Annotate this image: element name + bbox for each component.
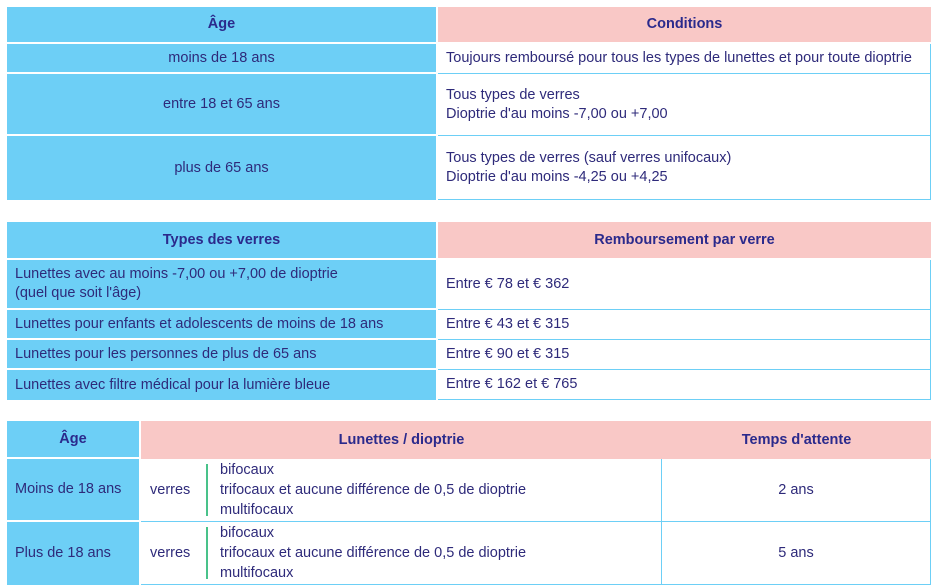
condition-line: Dioptrie d'au moins -7,00 ou +7,00 [446,105,668,122]
age-cell: moins de 18 ans [7,44,438,74]
list-bar [206,464,208,516]
amount-cell: Entre € 162 et € 765 [438,370,931,400]
amount-cell: Entre € 78 et € 362 [438,260,931,310]
condition-line: Tous types de verres (sauf verres unifoc… [446,149,732,166]
age-cell: Moins de 18 ans [7,459,141,522]
list-item: multifocaux [220,502,294,518]
lens-type-cell: Lunettes avec au moins -7,00 ou +7,00 de… [7,260,438,310]
list-item: bifocaux [220,525,275,541]
list-item: multifocaux [220,565,294,581]
list-item: trifocaux et aucune différence de 0,5 de… [220,545,527,561]
header-age: Âge [7,7,438,44]
amount-cell: Entre € 90 et € 315 [438,340,931,370]
header-types: Types des verres [7,222,438,260]
conditions-cell: Tous types de verres Dioptrie d'au moins… [438,74,931,136]
lens-type-cell: Lunettes pour enfants et adolescents de … [7,310,438,340]
conditions-cell: Toujours remboursé pour tous les types d… [438,44,931,74]
age-cell: Plus de 18 ans [7,522,141,585]
condition-line: Tous types de verres [446,86,580,103]
attente-cell: 2 ans [662,459,931,522]
lens-type-line: (quel que soit l'âge) [15,285,142,301]
verres-label: verres [150,544,191,561]
age-cell: entre 18 et 65 ans [7,74,438,136]
header-age: Âge [7,421,141,459]
reimbursement-table: Types des verres Remboursement par verre… [7,222,931,400]
lens-type-cell: Lunettes pour les personnes de plus de 6… [7,340,438,370]
lunettes-cell: verres bifocaux trifocaux et aucune diff… [141,459,662,522]
condition-line: Dioptrie d'au moins -4,25 ou +4,25 [446,168,668,185]
header-lunettes: Lunettes / dioptrie [141,421,662,459]
header-conditions: Conditions [438,7,931,44]
header-attente: Temps d'attente [662,421,931,459]
age-cell: plus de 65 ans [7,136,438,200]
verres-label: verres [150,481,191,498]
list-bar [206,527,208,579]
waiting-time-table: Âge Lunettes / dioptrie Temps d'attente … [7,421,931,585]
lens-type-line: Lunettes avec au moins -7,00 ou +7,00 de… [15,266,338,282]
list-item: trifocaux et aucune différence de 0,5 de… [220,482,527,498]
header-remboursement: Remboursement par verre [438,222,931,260]
list-item: bifocaux [220,462,275,478]
lunettes-cell: verres bifocaux trifocaux et aucune diff… [141,522,662,585]
lens-type-cell: Lunettes avec filtre médical pour la lum… [7,370,438,400]
conditions-cell: Tous types de verres (sauf verres unifoc… [438,136,931,200]
amount-cell: Entre € 43 et € 315 [438,310,931,340]
conditions-table: Âge Conditions moins de 18 ans Toujours … [7,7,931,200]
attente-cell: 5 ans [662,522,931,585]
